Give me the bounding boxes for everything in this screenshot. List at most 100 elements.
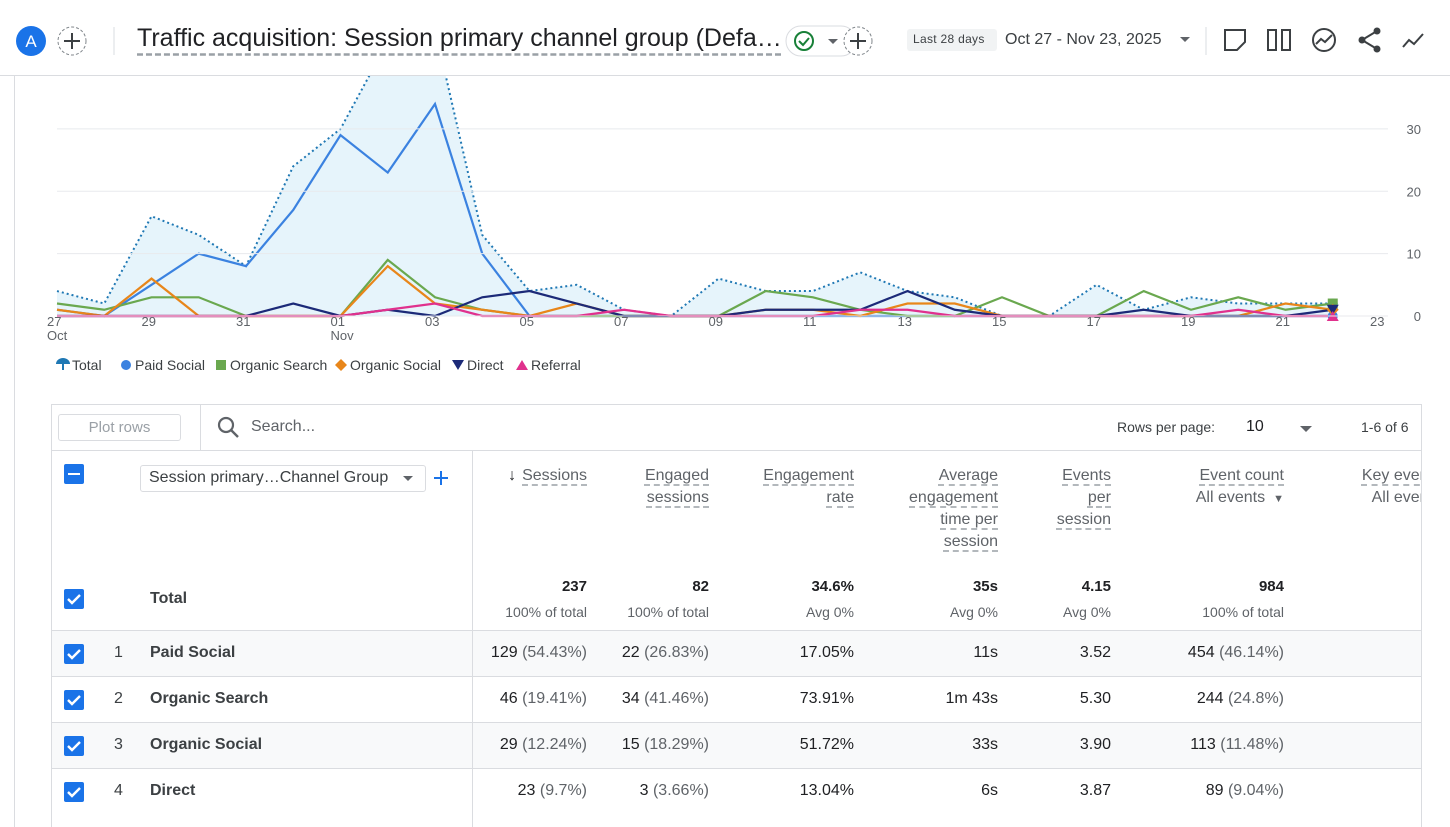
cell-value: 89: [1205, 782, 1224, 799]
x-tick-label: 15: [992, 314, 1006, 329]
x-tick-label: 23: [1370, 314, 1384, 329]
row-background: [52, 676, 1421, 722]
total-sub: Avg 0%: [950, 604, 998, 620]
caret: [1300, 426, 1312, 432]
cell: 3 (3.66%): [640, 782, 709, 800]
total-sub: 100% of total: [627, 604, 709, 620]
legend-marker: [121, 360, 131, 370]
row-name: Paid Social: [150, 644, 236, 661]
cell-value: 129: [490, 644, 518, 661]
cell-value: 3.90: [1079, 736, 1111, 753]
add-dimension[interactable]: [432, 469, 450, 487]
range-label: Last 28 days: [913, 32, 985, 46]
left-gutter: [0, 75, 15, 827]
check-icon: [794, 31, 814, 51]
column-divider: [472, 722, 473, 768]
cell-value: 244: [1196, 690, 1224, 707]
search-input[interactable]: Search...: [251, 418, 316, 435]
cell-value: 5.30: [1079, 690, 1111, 707]
column-label[interactable]: Average engagement time per session: [909, 467, 998, 550]
area: [57, 76, 1333, 316]
column-header: Key events All events: [1301, 465, 1421, 509]
x-tick-label: 31: [236, 314, 250, 329]
cell-share: (19.41%): [522, 690, 587, 707]
x-tick-label: 13: [898, 314, 912, 329]
cell: 3.90: [1080, 736, 1111, 754]
plus-icon: [850, 33, 866, 49]
row-checkbox[interactable]: [64, 782, 84, 802]
chart: 0 10 20 30 27 Oct 29 31 01 Nov 03 05 07 09 11 13 15 17 19 2…: [47, 76, 1421, 373]
legend-marker: [56, 358, 70, 370]
cell: 3.52: [1080, 644, 1111, 662]
column-label[interactable]: Event count: [1199, 467, 1285, 484]
cell-value: 11s: [973, 644, 998, 661]
row-checkbox[interactable]: [64, 736, 84, 756]
note-icon[interactable]: [1224, 29, 1246, 51]
cell: 1m 43s: [946, 690, 998, 708]
column-label[interactable]: Engagement rate: [763, 467, 854, 506]
check-mark: [798, 37, 810, 47]
cell: 89 (9.04%): [1206, 782, 1284, 800]
add-comparison[interactable]: [57, 26, 87, 56]
column-header: Event count All events ▼: [1144, 465, 1284, 510]
trend-icon[interactable]: [1402, 33, 1424, 48]
column-label[interactable]: Key events: [1361, 467, 1421, 484]
row-checkbox[interactable]: [64, 589, 84, 609]
compare-icon[interactable]: [1267, 29, 1291, 51]
caret[interactable]: [1180, 37, 1190, 42]
row-index: 2: [114, 690, 123, 707]
total-sub: Avg 0%: [806, 604, 854, 620]
x-tick-label: 03: [425, 314, 439, 329]
rows-per-page-value[interactable]: 10: [1246, 418, 1264, 435]
row-checkbox[interactable]: [64, 690, 84, 710]
cell-value: 51.72%: [799, 736, 854, 753]
cell-share: (12.24%): [522, 736, 587, 753]
series-line: [56, 76, 1333, 318]
cell-value: 3.87: [1079, 782, 1111, 799]
select-all-checkbox[interactable]: [64, 464, 84, 484]
column-sub: All events: [1195, 489, 1266, 506]
y-tick-label: 0: [1414, 309, 1421, 324]
divider: [52, 450, 1421, 451]
cell-value: 73.91%: [799, 690, 854, 707]
cell-value: 22: [621, 644, 640, 661]
axes: 0 10 20 30 27 Oct 29 31 01 Nov 03 05 07 09 11 13 15 17 19 2…: [47, 122, 1421, 343]
cell: 129 (54.43%): [491, 644, 587, 662]
pagination: 1-6 of 6: [1361, 419, 1409, 435]
share-lines: [1361, 30, 1378, 50]
cell-value: 23: [517, 782, 536, 799]
cell-share: (46.14%): [1219, 644, 1284, 661]
row-background: [52, 768, 1421, 814]
plot-rows-button[interactable]: Plot rows: [58, 414, 181, 441]
cell: 23 (9.7%): [518, 782, 587, 800]
cell-share: (41.46%): [644, 690, 709, 707]
date-range[interactable]: Oct 27 - Nov 23, 2025: [1005, 31, 1162, 48]
cell: 46 (19.41%): [500, 690, 587, 708]
legend-marker: [516, 360, 528, 370]
legend-label: Organic Search: [230, 357, 327, 373]
column-label[interactable]: Sessions: [522, 467, 587, 484]
x-tick-label: 09: [709, 314, 723, 329]
column-label[interactable]: Events per session: [1056, 467, 1111, 528]
total-value: 984: [1258, 578, 1284, 595]
header-icons: A: [16, 25, 1424, 57]
cell: 34 (41.46%): [622, 690, 709, 708]
cell-share: (24.8%): [1227, 690, 1284, 707]
insights-icon[interactable]: [1312, 28, 1336, 52]
total-value: 237: [561, 578, 587, 595]
cell: 13.04%: [800, 782, 854, 800]
total-label: Total: [150, 590, 188, 607]
avatar[interactable]: [16, 26, 46, 56]
header-bar: A Traffic acquisition: Session primary c…: [0, 0, 1450, 76]
column-divider: [472, 630, 473, 676]
cell-share: (9.04%): [1227, 782, 1284, 799]
row-index: 3: [114, 736, 123, 753]
column-label[interactable]: Engaged sessions: [644, 467, 709, 506]
row-name: Organic Search: [150, 690, 269, 707]
cell-value: 454: [1187, 644, 1215, 661]
dimension-dropdown[interactable]: Session primary…Channel Group: [140, 465, 426, 492]
row-checkbox[interactable]: [64, 644, 84, 664]
cell: 5.30: [1080, 690, 1111, 708]
cell-share: (11.48%): [1220, 736, 1284, 753]
